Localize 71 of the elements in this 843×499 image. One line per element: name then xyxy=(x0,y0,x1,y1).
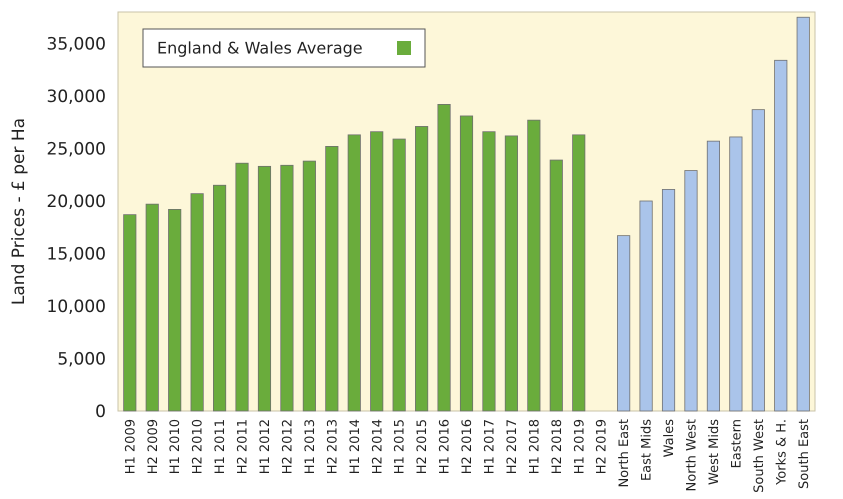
x-tick-label: North West xyxy=(684,419,700,492)
bar xyxy=(325,146,338,412)
bar xyxy=(706,140,720,412)
bar xyxy=(280,164,294,412)
x-tick-label: H2 2015 xyxy=(415,419,430,474)
y-tick-label: 5,000 xyxy=(57,349,106,370)
x-tick-label: H2 2012 xyxy=(280,419,296,474)
x-tick-label: South West xyxy=(752,419,767,493)
bar xyxy=(617,235,630,412)
x-tick-label: Wales xyxy=(662,418,678,458)
bar xyxy=(235,162,249,412)
y-tick-label: 0 xyxy=(95,402,106,422)
bar xyxy=(258,166,272,412)
x-tick-label: H1 2014 xyxy=(348,419,363,474)
x-tick-label: H2 2016 xyxy=(460,419,476,474)
bar xyxy=(123,214,136,412)
bar xyxy=(504,136,518,412)
bar xyxy=(752,109,765,412)
bar xyxy=(572,134,586,412)
x-tick-label: H1 2018 xyxy=(527,419,542,474)
y-tick-label: 15,000 xyxy=(46,244,106,264)
bar xyxy=(213,184,226,412)
x-tick-label: South East xyxy=(796,419,812,489)
x-tick-label: H1 2009 xyxy=(123,419,138,474)
x-tick-label: H2 2013 xyxy=(325,419,340,474)
bar xyxy=(392,138,406,412)
x-tick-label: H1 2017 xyxy=(482,419,498,474)
x-tick-label: H1 2015 xyxy=(392,419,408,474)
y-tick-label: 35,000 xyxy=(46,34,106,54)
x-tick-label: H2 2010 xyxy=(190,419,206,474)
x-tick-label: H1 2010 xyxy=(168,419,184,474)
y-axis-title: Land Prices - £ per Ha xyxy=(9,118,29,306)
bar xyxy=(348,134,361,412)
x-tick-label: H1 2012 xyxy=(258,419,274,474)
bar xyxy=(684,170,698,412)
x-tick-label: Eastern xyxy=(729,419,744,468)
x-tick-label: East Mids xyxy=(640,418,655,482)
y-tick-label: 10,000 xyxy=(46,296,106,317)
x-tick-label: West Mids xyxy=(706,418,722,485)
bar xyxy=(796,16,810,412)
bar xyxy=(460,116,474,412)
bar xyxy=(190,193,204,412)
bar xyxy=(302,160,316,412)
y-tick-label: 20,000 xyxy=(46,192,106,212)
bar xyxy=(640,200,653,412)
x-tick-label: H1 2013 xyxy=(302,419,318,474)
bar xyxy=(662,189,676,412)
bar xyxy=(437,104,451,412)
bar xyxy=(774,60,788,412)
y-tick-label: 25,000 xyxy=(46,139,106,160)
y-tick-label: 30,000 xyxy=(46,86,106,107)
x-tick-label: H2 2009 xyxy=(146,419,161,474)
bar xyxy=(415,126,428,412)
legend-label: England & Wales Average xyxy=(157,38,363,58)
x-tick-label: H2 2019 xyxy=(594,419,610,474)
bar xyxy=(550,160,563,412)
x-tick-label: Yorks & H. xyxy=(774,419,790,486)
x-tick-label: North East xyxy=(617,419,632,488)
bar xyxy=(146,204,159,412)
x-tick-label: H2 2014 xyxy=(370,419,386,474)
bar xyxy=(527,120,540,412)
x-tick-label: H1 2011 xyxy=(213,419,228,474)
x-tick-label: H1 2016 xyxy=(438,419,453,474)
bar xyxy=(482,131,496,412)
x-tick-label: H2 2011 xyxy=(236,419,251,474)
x-tick-label: H1 2019 xyxy=(572,419,588,474)
bar xyxy=(168,209,182,412)
x-tick-label: H2 2017 xyxy=(504,419,520,474)
x-tick-label: H2 2018 xyxy=(550,419,565,474)
bar xyxy=(370,131,384,412)
bar xyxy=(729,136,742,412)
